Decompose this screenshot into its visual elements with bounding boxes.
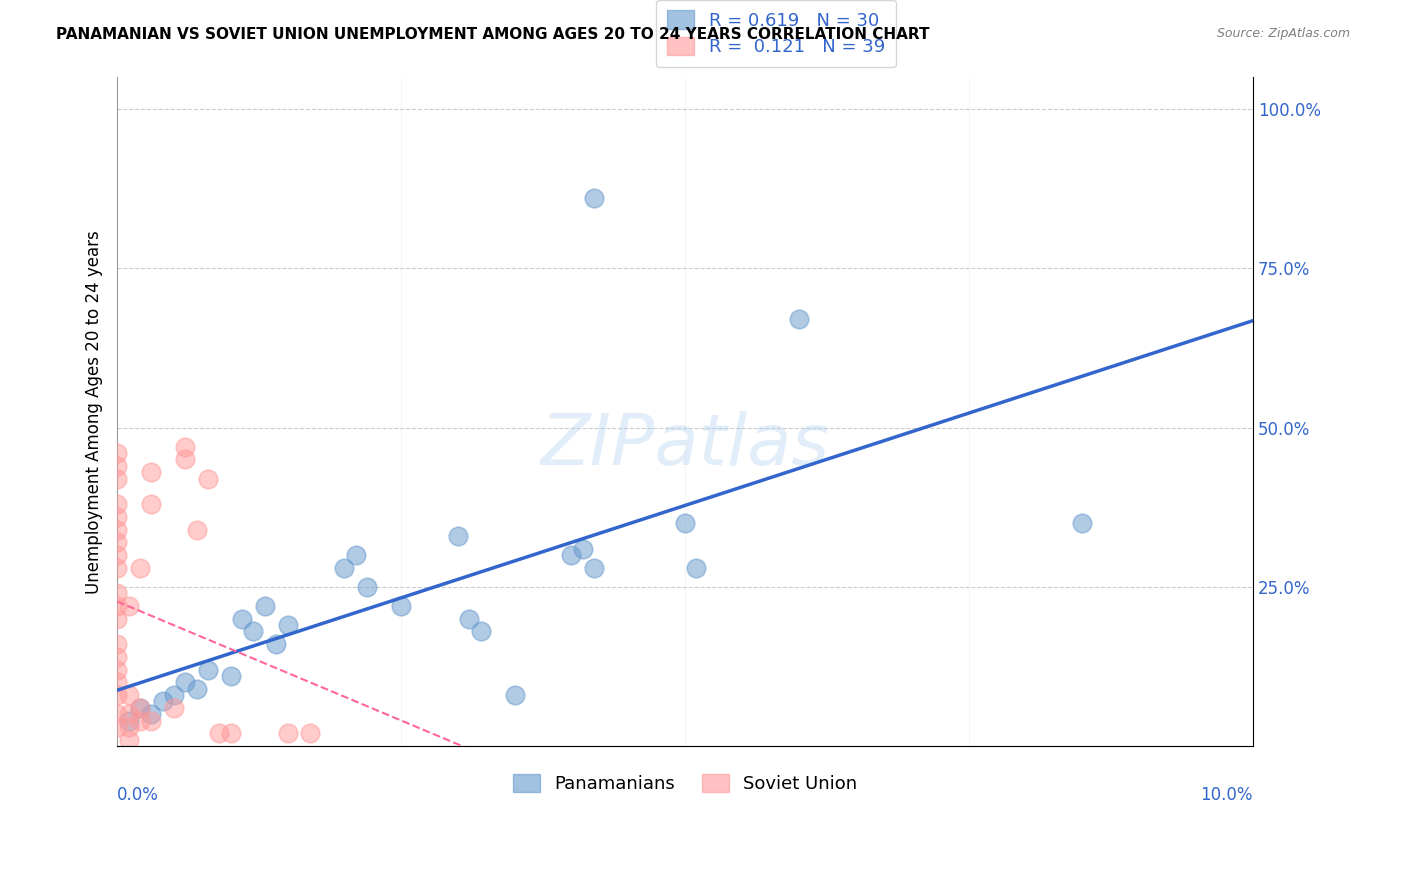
Point xyxy=(105,548,128,562)
Point xyxy=(253,599,276,613)
Point xyxy=(141,465,163,479)
Point xyxy=(129,700,152,714)
Point xyxy=(105,458,128,473)
Point xyxy=(186,523,208,537)
Point xyxy=(197,663,219,677)
Text: PANAMANIAN VS SOVIET UNION UNEMPLOYMENT AMONG AGES 20 TO 24 YEARS CORRELATION CH: PANAMANIAN VS SOVIET UNION UNEMPLOYMENT … xyxy=(56,27,929,42)
Point xyxy=(105,509,128,524)
Point xyxy=(163,700,186,714)
Text: ZIPatlas: ZIPatlas xyxy=(540,410,830,480)
Y-axis label: Unemployment Among Ages 20 to 24 years: Unemployment Among Ages 20 to 24 years xyxy=(86,230,103,593)
Point xyxy=(299,726,322,740)
Point xyxy=(117,714,139,728)
Point xyxy=(242,624,264,639)
Point xyxy=(458,612,481,626)
Point xyxy=(105,535,128,549)
Point xyxy=(105,688,128,702)
Legend: Panamanians, Soviet Union: Panamanians, Soviet Union xyxy=(502,763,869,804)
Point xyxy=(356,580,378,594)
Point xyxy=(141,714,163,728)
Point xyxy=(105,649,128,664)
Point xyxy=(685,560,707,574)
Point xyxy=(447,529,470,543)
Text: Source: ZipAtlas.com: Source: ZipAtlas.com xyxy=(1216,27,1350,40)
Point xyxy=(231,612,253,626)
Point xyxy=(141,497,163,511)
Point xyxy=(105,675,128,690)
Point xyxy=(219,669,242,683)
Point xyxy=(105,472,128,486)
Point xyxy=(389,599,412,613)
Point xyxy=(174,440,197,454)
Point xyxy=(105,612,128,626)
Point xyxy=(105,720,128,734)
Point xyxy=(152,694,174,708)
Point xyxy=(163,688,186,702)
Point xyxy=(208,726,231,740)
Point xyxy=(117,720,139,734)
Point xyxy=(105,560,128,574)
Point xyxy=(219,726,242,740)
Point xyxy=(470,624,492,639)
Point xyxy=(264,637,287,651)
Point xyxy=(105,446,128,460)
Point xyxy=(129,700,152,714)
Point xyxy=(105,523,128,537)
Point xyxy=(117,599,139,613)
Point xyxy=(174,452,197,467)
Point xyxy=(277,726,299,740)
Point xyxy=(333,560,356,574)
Point xyxy=(277,618,299,632)
Point xyxy=(1071,516,1094,530)
Point xyxy=(344,548,367,562)
Point xyxy=(105,599,128,613)
Point xyxy=(503,688,526,702)
Point xyxy=(105,707,128,722)
Point xyxy=(117,688,139,702)
Text: 0.0%: 0.0% xyxy=(117,786,159,804)
Point xyxy=(787,312,810,326)
Point xyxy=(105,637,128,651)
Text: 10.0%: 10.0% xyxy=(1201,786,1253,804)
Point xyxy=(673,516,696,530)
Point xyxy=(117,732,139,747)
Point xyxy=(105,586,128,600)
Point xyxy=(560,548,582,562)
Point xyxy=(572,541,595,556)
Point xyxy=(129,560,152,574)
Point xyxy=(186,681,208,696)
Point xyxy=(105,497,128,511)
Point xyxy=(105,663,128,677)
Point xyxy=(583,191,606,205)
Point xyxy=(129,714,152,728)
Point xyxy=(174,675,197,690)
Point xyxy=(117,707,139,722)
Point xyxy=(583,560,606,574)
Point xyxy=(197,472,219,486)
Point xyxy=(141,707,163,722)
